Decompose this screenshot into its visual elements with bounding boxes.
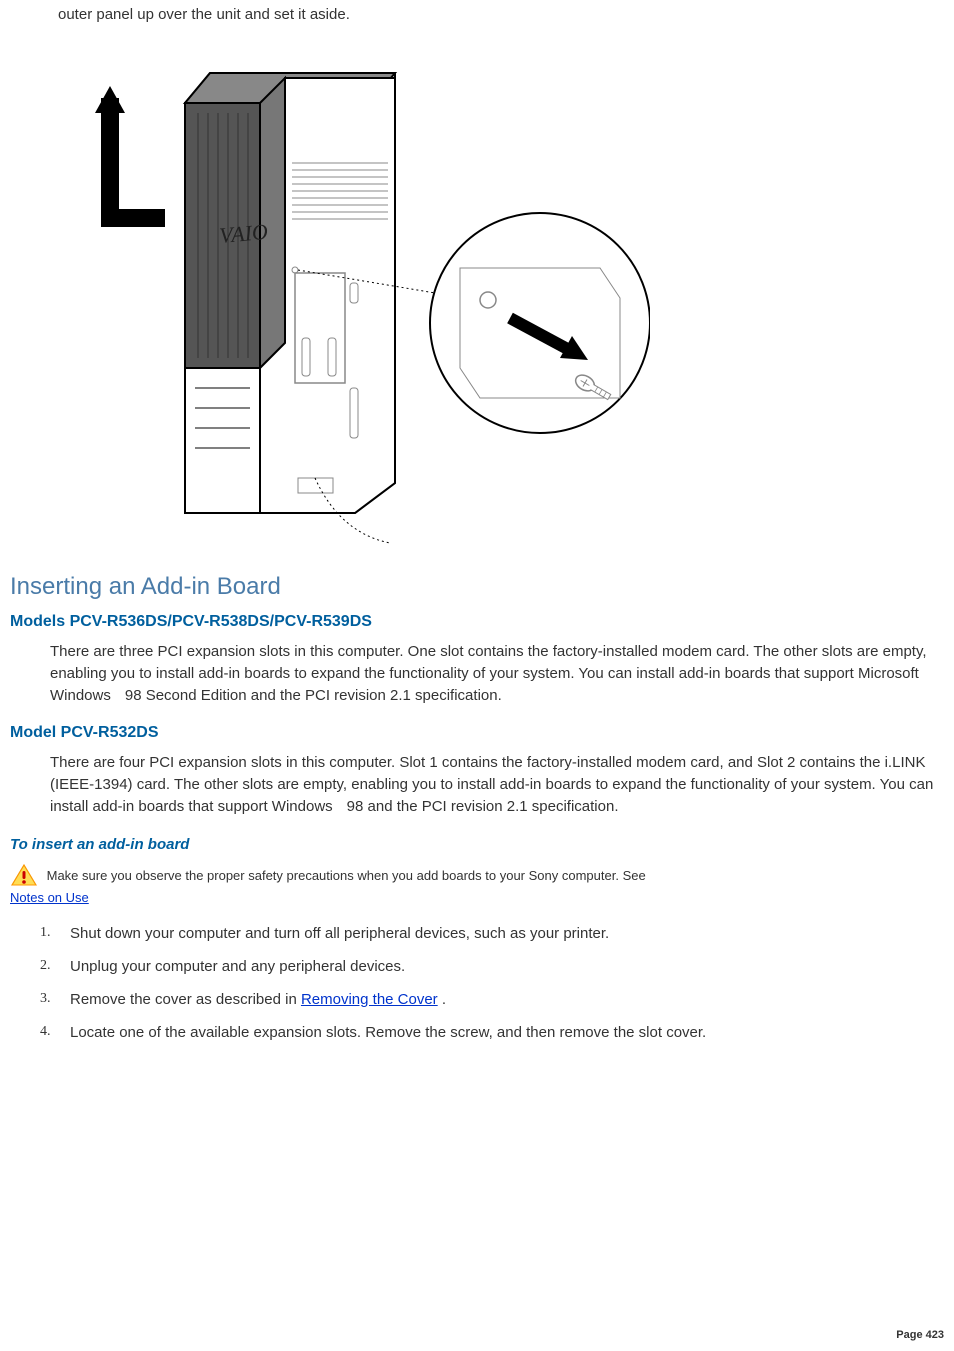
warning-text: Make sure you observe the proper safety … xyxy=(47,867,646,882)
figure-container: VAIO xyxy=(80,38,944,548)
step-number: 3. xyxy=(40,991,51,1007)
cover-removal-figure: VAIO xyxy=(80,38,650,548)
warning-box: Make sure you observe the proper safety … xyxy=(10,863,944,905)
section2-body: There are four PCI expansion slots in th… xyxy=(50,752,944,817)
removing-cover-link[interactable]: Removing the Cover xyxy=(301,991,438,1008)
models-heading-1: Models PCV-R536DS/PCV-R538DS/PCV-R539DS xyxy=(10,613,944,631)
svg-text:VAIO: VAIO xyxy=(218,219,269,248)
procedure-heading: To insert an add-in board xyxy=(10,836,944,853)
steps-list: 1. Shut down your computer and turn off … xyxy=(48,925,944,1041)
step-number: 1. xyxy=(40,925,51,941)
main-heading: Inserting an Add-in Board xyxy=(10,573,944,601)
step-text-after: . xyxy=(438,991,446,1008)
continued-text: outer panel up over the unit and set it … xyxy=(58,6,944,23)
step-number: 4. xyxy=(40,1024,51,1040)
computer-tower-illustration: VAIO xyxy=(185,73,395,513)
models-heading-2: Model PCV-R532DS xyxy=(10,724,944,742)
notes-on-use-link[interactable]: Notes on Use xyxy=(10,890,89,905)
section1-body: There are three PCI expansion slots in t… xyxy=(50,641,944,706)
removal-arrow-icon xyxy=(95,86,165,218)
step-text: Remove the cover as described in xyxy=(70,991,301,1008)
step-text: Unplug your computer and any peripheral … xyxy=(70,958,405,975)
list-item: 4. Locate one of the available expansion… xyxy=(48,1024,944,1041)
warning-icon xyxy=(10,863,38,890)
list-item: 3. Remove the cover as described in Remo… xyxy=(48,991,944,1008)
list-item: 2. Unplug your computer and any peripher… xyxy=(48,958,944,975)
page-number: Page 423 xyxy=(896,1329,944,1341)
detail-circle xyxy=(430,213,650,433)
step-text: Locate one of the available expansion sl… xyxy=(70,1024,706,1041)
step-number: 2. xyxy=(40,958,51,974)
step-text: Shut down your computer and turn off all… xyxy=(70,925,609,942)
list-item: 1. Shut down your computer and turn off … xyxy=(48,925,944,942)
